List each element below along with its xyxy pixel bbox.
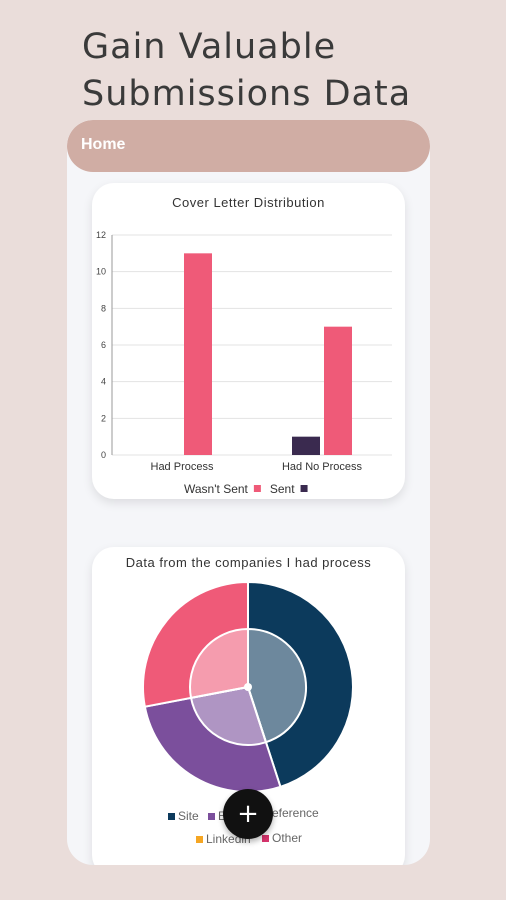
legend-swatch <box>208 813 215 820</box>
pie-slice-email[interactable] <box>143 685 282 793</box>
x-tick-label: Had No Process <box>282 461 363 473</box>
y-tick-label: 0 <box>101 450 106 460</box>
legend-label: Other <box>272 831 302 845</box>
phone-screen: Home Cover Letter Distribution 0 2 4 6 8 10 12… <box>67 120 430 865</box>
app-bar: Home <box>67 120 430 172</box>
pie-slice-reference[interactable] <box>142 580 249 708</box>
headline-line-1: Gain Valuable <box>82 27 337 67</box>
legend-label: E <box>218 809 226 823</box>
pie-center-dot <box>244 683 252 691</box>
bar-chart-title: Cover Letter Distribution <box>172 195 325 210</box>
add-fab-button[interactable]: + <box>223 789 273 839</box>
y-tick-label: 6 <box>101 340 106 350</box>
y-tick-label: 12 <box>96 230 106 240</box>
y-tick-label: 10 <box>96 267 106 277</box>
legend-label: Sent <box>270 482 295 496</box>
bar-wasnt-sent[interactable] <box>324 326 352 455</box>
bar-chart: 0 2 4 6 8 10 12 Had Process Had No Process Wasn't… <box>96 230 392 496</box>
pie-inner-site <box>247 627 307 744</box>
companies-process-card: Data from the companies I had process Si… <box>92 547 405 865</box>
legend-label: Wasn't Sent <box>184 482 249 496</box>
legend-swatch <box>168 813 175 820</box>
legend-swatch <box>253 485 261 492</box>
x-tick-label: Had Process <box>151 461 214 473</box>
pie-slice-site[interactable] <box>247 580 354 789</box>
pie-chart-title: Data from the companies I had process <box>125 555 372 570</box>
pie-inner-email <box>189 685 268 746</box>
bar-sent[interactable] <box>292 436 320 455</box>
legend-swatch <box>262 835 269 842</box>
pie-inner-reference <box>189 627 249 700</box>
legend-swatch <box>196 836 203 843</box>
y-tick-label: 8 <box>101 303 106 313</box>
y-tick-label: 4 <box>101 377 106 387</box>
bar-wasnt-sent[interactable] <box>184 253 212 455</box>
headline-line-2: Submissions Data <box>82 74 412 114</box>
legend-swatch <box>300 485 308 492</box>
app-bar-title: Home <box>81 136 126 153</box>
y-tick-label: 2 <box>101 413 106 423</box>
legend-label: Site <box>178 809 199 823</box>
legend-label: eference <box>272 806 319 820</box>
headline: Gain Valuable Submissions Data <box>82 24 411 118</box>
cover-letter-card: Cover Letter Distribution 0 2 4 6 8 10 12 Had P… <box>92 183 405 499</box>
